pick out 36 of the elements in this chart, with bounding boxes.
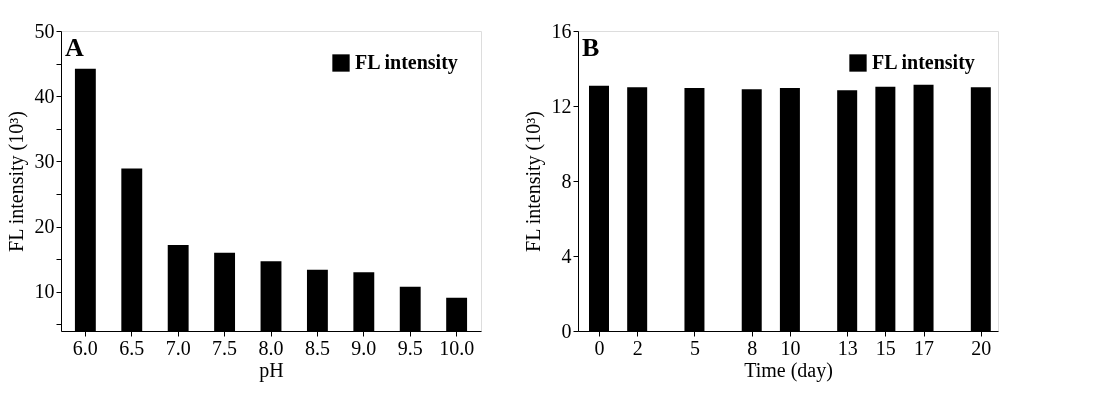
y-tick-label: 10 bbox=[34, 280, 55, 303]
y-tick-label: 50 bbox=[34, 19, 55, 42]
y-tick-label: 20 bbox=[34, 215, 55, 238]
x-axis-title: Time (day) bbox=[744, 358, 833, 382]
x-tick-label: 8 bbox=[747, 336, 758, 359]
x-tick-label: 5 bbox=[689, 336, 700, 359]
x-tick-label: 0 bbox=[594, 336, 605, 359]
x-tick-label: 9.0 bbox=[351, 336, 377, 359]
y-axis-title: FL intensity (10³) bbox=[4, 111, 28, 252]
x-tick-label: 17 bbox=[914, 336, 935, 359]
legend-label: FL intensity bbox=[872, 51, 975, 74]
annotation: A bbox=[65, 33, 84, 62]
x-tick-label: 9.5 bbox=[397, 336, 423, 359]
x-tick-label: 8.5 bbox=[304, 336, 330, 359]
x-tick-label: 2 bbox=[632, 336, 643, 359]
x-tick-label: 6.5 bbox=[119, 336, 145, 359]
x-tick-label: 10.0 bbox=[439, 336, 475, 359]
x-tick-label: 8.0 bbox=[258, 336, 284, 359]
x-tick-label: 20 bbox=[971, 336, 992, 359]
x-tick-label: 6.0 bbox=[72, 336, 98, 359]
x-tick-label: 13 bbox=[837, 336, 858, 359]
x-axis-title: pH bbox=[259, 358, 284, 382]
y-tick-label: 30 bbox=[34, 149, 55, 172]
y-tick-label: 40 bbox=[34, 84, 55, 107]
x-tick-label: 7.5 bbox=[212, 336, 238, 359]
y-tick-label: 16 bbox=[551, 19, 572, 42]
legend-label: FL intensity bbox=[355, 51, 458, 74]
y-tick-label: 0 bbox=[561, 319, 572, 342]
x-tick-label: 10 bbox=[780, 336, 801, 359]
annotation: B bbox=[582, 33, 600, 62]
y-tick-label: 12 bbox=[551, 94, 572, 117]
y-tick-label: 8 bbox=[561, 169, 572, 192]
x-tick-label: 15 bbox=[875, 336, 896, 359]
y-axis-title: FL intensity (10³) bbox=[521, 111, 545, 252]
y-tick-label: 4 bbox=[561, 244, 572, 267]
x-tick-label: 7.0 bbox=[165, 336, 191, 359]
